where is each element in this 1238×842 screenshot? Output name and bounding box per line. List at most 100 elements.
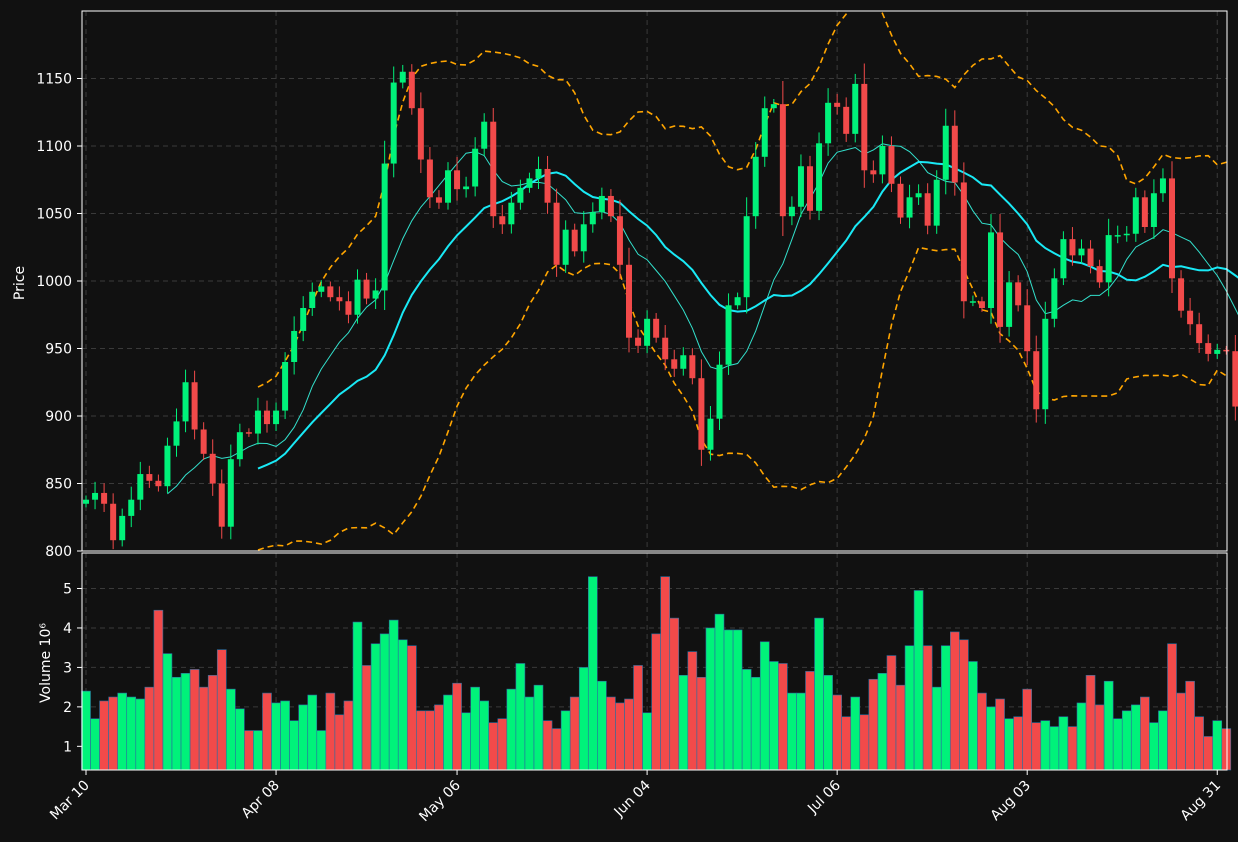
price-tick-label: 950 (45, 342, 72, 358)
candle-body (1105, 235, 1112, 283)
candle-body (517, 187, 524, 203)
candle-body (227, 459, 234, 527)
candle-body (870, 170, 877, 175)
volume-bar (606, 696, 616, 771)
volume-bar (986, 706, 996, 771)
candle-body (1214, 349, 1221, 354)
candle-body (969, 301, 976, 303)
volume-bar (741, 669, 752, 771)
volume-bar (968, 661, 978, 771)
candle-body (942, 125, 949, 180)
volume-bar (1085, 675, 1096, 771)
volume-bar (370, 643, 381, 771)
volume-bar (1221, 728, 1232, 771)
candle-body (218, 483, 225, 527)
candle-body (888, 146, 895, 184)
volume-bar (488, 722, 499, 771)
candle-body (282, 362, 289, 411)
volume-bar (1013, 716, 1023, 771)
volume-bar (977, 692, 987, 771)
volume-bar (1203, 736, 1213, 771)
candle-body (191, 382, 198, 430)
volume-bar (388, 619, 399, 771)
candle-body (1169, 178, 1175, 279)
candle-body (164, 445, 171, 487)
candle-body (372, 290, 379, 299)
volume-bar (759, 641, 770, 771)
volume-bar (778, 663, 788, 771)
candle-body (707, 418, 714, 450)
candle-body (1159, 178, 1166, 194)
candle-body (924, 193, 931, 226)
candle-body (779, 104, 786, 217)
candle-body (915, 193, 922, 198)
candle-body (1132, 197, 1139, 234)
candle-body (1205, 343, 1212, 354)
candle-body (1141, 197, 1148, 227)
volume-bar (859, 714, 870, 771)
volume-bar (1022, 688, 1033, 771)
volume-bar (841, 716, 852, 771)
volume-bar (642, 712, 652, 771)
candle-body (716, 364, 723, 419)
candle-body (879, 146, 886, 175)
volume-tick-label: 5 (63, 582, 72, 598)
volume-bar (696, 676, 707, 771)
volume-bar (669, 617, 680, 771)
volume-bar (1149, 722, 1159, 771)
candle-body (454, 170, 461, 190)
volume-bar (334, 714, 345, 771)
volume-bar (271, 702, 281, 771)
candle-body (797, 166, 804, 207)
candle-body (607, 195, 614, 217)
volume-bar (687, 651, 698, 771)
candle-body (680, 355, 687, 369)
candle-body (933, 179, 940, 226)
candle-body (399, 71, 406, 83)
candle-body (209, 453, 216, 484)
moving-averages (167, 143, 1238, 495)
volume-tick-label: 2 (63, 700, 72, 716)
candle-body (906, 197, 913, 218)
candle-body (553, 202, 560, 265)
candle-body (327, 286, 334, 298)
candle-body (807, 166, 813, 211)
candle-body (752, 156, 759, 217)
volume-bar (425, 710, 435, 771)
volume-bar (397, 639, 408, 771)
candle-body (1223, 349, 1230, 352)
volume-bar (868, 678, 879, 771)
volume-bar (153, 609, 164, 771)
volume-bar (461, 712, 471, 771)
candle-body (1150, 193, 1157, 227)
candle-body (119, 515, 126, 541)
volume-bar (597, 680, 607, 771)
bollinger-bands (257, 11, 1227, 551)
candle-body (635, 337, 642, 346)
volume-bar (189, 669, 200, 771)
candle-body (571, 229, 578, 252)
volume-bar (406, 645, 417, 771)
volume-bar (542, 720, 553, 771)
volume-bar (624, 698, 634, 771)
price-axis-label: Price (12, 266, 28, 300)
volume-bar (949, 631, 960, 771)
candle-body (445, 170, 451, 203)
volume-bar (1167, 643, 1177, 771)
candle-body (626, 264, 632, 338)
volume-bar (216, 649, 227, 771)
candle-body (689, 355, 696, 379)
volume-bar (1031, 722, 1042, 771)
volume-bar (207, 675, 218, 771)
candle-body (1096, 266, 1103, 283)
volume-bar (1194, 716, 1204, 771)
volume-bar (931, 686, 942, 771)
candle-body (1232, 351, 1238, 407)
volume-bar (832, 694, 842, 771)
volume-bar (1121, 710, 1132, 771)
volume-bar (560, 710, 571, 771)
candle-body (200, 429, 207, 454)
volume-bar (814, 617, 824, 771)
candle-body (245, 432, 252, 434)
candle-body (960, 182, 967, 302)
